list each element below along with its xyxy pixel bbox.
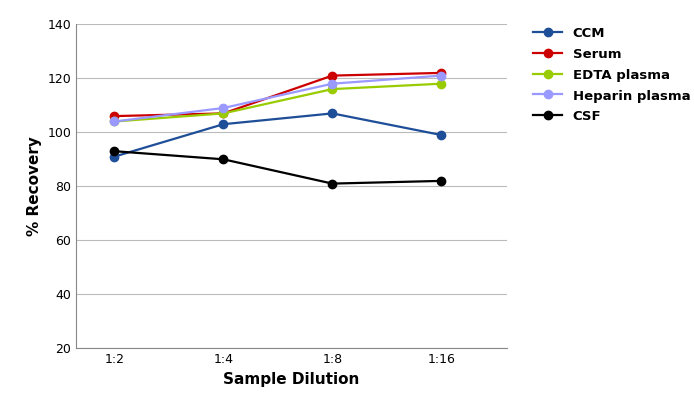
- Heparin plasma: [437, 73, 446, 78]
- CSF: [110, 149, 119, 153]
- Legend: CCM, Serum, EDTA plasma, Heparin plasma, CSF: CCM, Serum, EDTA plasma, Heparin plasma,…: [530, 24, 693, 126]
- CSF: [328, 181, 337, 186]
- Line: EDTA plasma: EDTA plasma: [110, 79, 446, 126]
- Heparin plasma: [219, 106, 228, 111]
- CCM: [110, 154, 119, 159]
- Serum: [219, 111, 228, 116]
- EDTA plasma: [328, 87, 337, 92]
- Line: CSF: CSF: [110, 147, 446, 188]
- EDTA plasma: [219, 111, 228, 116]
- Line: Heparin plasma: Heparin plasma: [110, 71, 446, 126]
- CSF: [219, 157, 228, 162]
- Heparin plasma: [110, 119, 119, 124]
- CSF: [437, 179, 446, 183]
- EDTA plasma: [110, 119, 119, 124]
- CCM: [328, 111, 337, 116]
- Serum: [437, 70, 446, 75]
- Serum: [328, 73, 337, 78]
- CCM: [219, 122, 228, 127]
- Serum: [110, 114, 119, 119]
- Heparin plasma: [328, 81, 337, 86]
- Line: CCM: CCM: [110, 109, 446, 161]
- X-axis label: Sample Dilution: Sample Dilution: [223, 372, 359, 387]
- EDTA plasma: [437, 81, 446, 86]
- CCM: [437, 132, 446, 137]
- Line: Serum: Serum: [110, 69, 446, 120]
- Y-axis label: % Recovery: % Recovery: [27, 136, 42, 236]
